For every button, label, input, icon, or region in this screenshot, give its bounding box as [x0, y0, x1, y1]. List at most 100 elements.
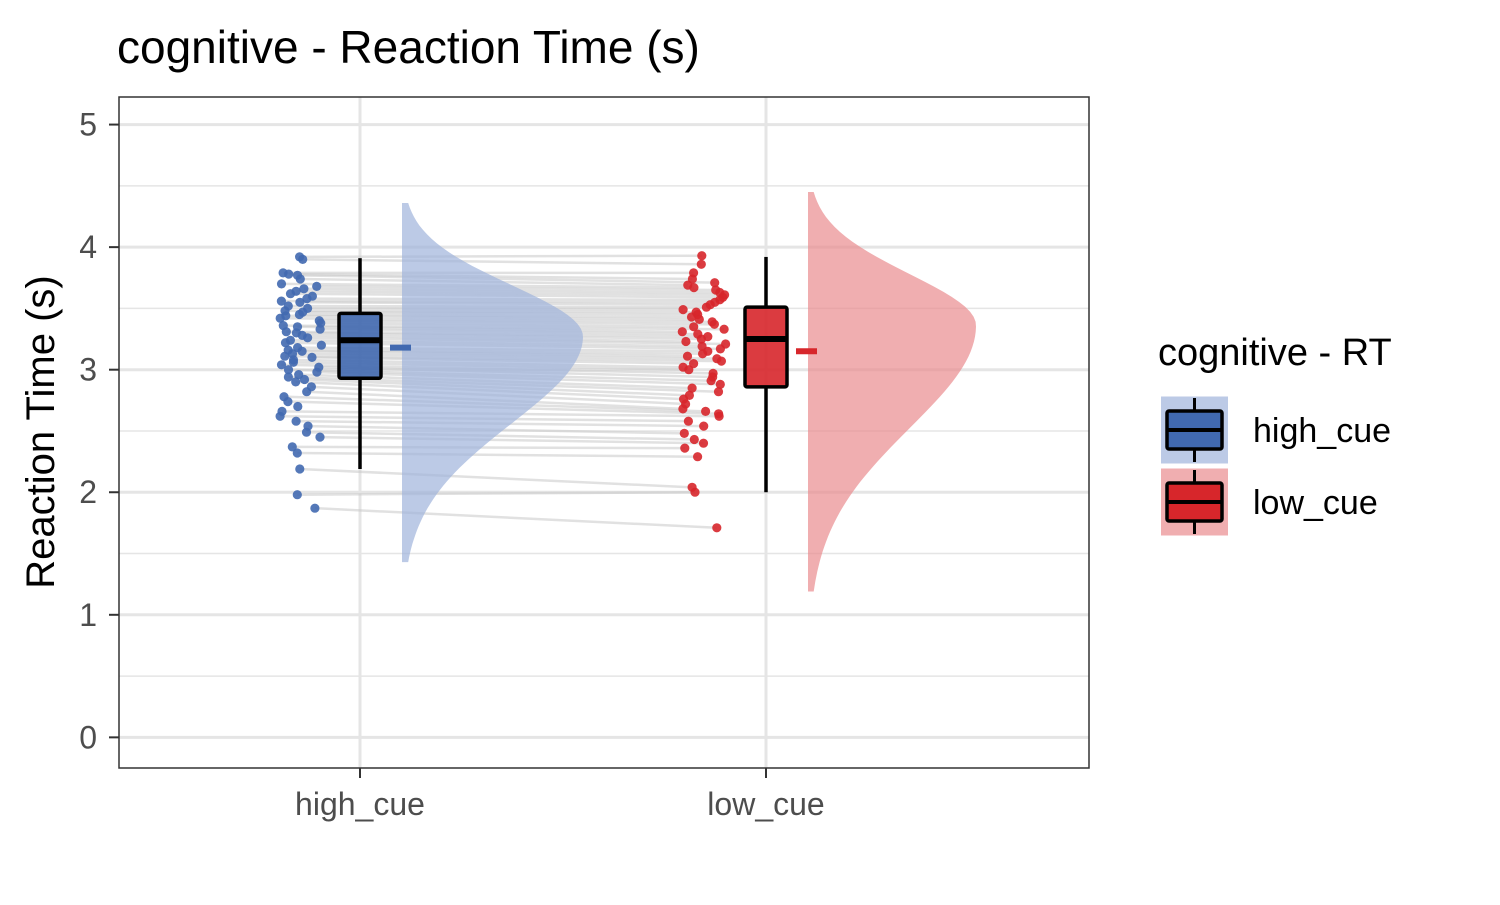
low_cue-point — [677, 327, 687, 337]
low_cue-point — [694, 314, 704, 324]
low_cue-point — [680, 443, 690, 453]
low_cue-point — [701, 302, 712, 312]
high_cue-point — [315, 432, 325, 442]
high_cue-point — [275, 411, 285, 421]
low_cue-point — [698, 349, 708, 359]
box-layer — [337, 256, 817, 493]
x-axis: high_cue low_cue — [295, 768, 825, 822]
low_cue-point — [701, 406, 711, 416]
paired-line — [306, 430, 695, 441]
low_cue-point — [715, 379, 725, 389]
high_cue-point — [298, 254, 308, 264]
high_cue-density — [402, 203, 583, 563]
low_cue-point — [715, 344, 726, 354]
high_cue-point — [299, 284, 309, 294]
high_cue-point — [276, 296, 286, 306]
high_cue-point — [307, 352, 317, 362]
low_cue-point — [696, 334, 707, 344]
high_cue-point — [302, 387, 312, 397]
high_cue-point — [287, 442, 297, 452]
low_cue-point — [689, 283, 699, 293]
high_cue-point — [281, 327, 291, 337]
paired-line — [297, 451, 698, 458]
high_cue-point — [295, 464, 305, 474]
high_cue-point — [285, 289, 296, 299]
low_cue-box — [743, 305, 789, 389]
paired-line — [297, 490, 696, 496]
high_cue-point — [316, 340, 326, 350]
high_cue-point — [299, 374, 310, 385]
x-tick-label: low_cue — [707, 786, 824, 822]
high_cue-point — [283, 397, 293, 407]
high_cue-point — [301, 427, 312, 437]
high_cue-point — [280, 338, 291, 348]
low_cue-point — [678, 305, 688, 315]
high_cue-point — [283, 372, 293, 382]
high_cue-point — [283, 365, 294, 375]
paired-line — [320, 435, 704, 445]
y-axis-label: Reaction Time (s) — [19, 275, 63, 588]
y-tick-label: 0 — [79, 719, 97, 755]
legend-label-low_cue: low_cue — [1253, 484, 1378, 522]
high_cue-point — [284, 269, 294, 279]
low_cue-point — [698, 438, 709, 448]
high_cue-point — [276, 360, 287, 370]
low_cue-point — [709, 319, 720, 329]
y-tick-label: 1 — [79, 597, 97, 633]
high_cue-point — [291, 416, 301, 426]
points-layer — [275, 251, 731, 533]
chart-title: cognitive - Reaction Time (s) — [117, 21, 700, 73]
low_cue-point — [690, 487, 700, 497]
high_cue-point — [276, 279, 287, 289]
high_cue-point — [292, 448, 302, 458]
high_cue-point — [295, 274, 305, 284]
low_cue-point — [716, 356, 727, 366]
panel-border — [118, 96, 1090, 769]
paired-line — [314, 506, 717, 530]
low_cue-point — [699, 421, 709, 431]
low_cue-point — [710, 278, 720, 288]
high_cue-point — [288, 357, 298, 367]
low_cue-point — [681, 336, 691, 347]
paired-line — [299, 254, 702, 259]
low_cue-point — [713, 387, 724, 397]
low_cue-point — [682, 351, 693, 361]
high_cue-point — [315, 324, 325, 334]
low_cue-point — [689, 322, 699, 332]
paired-line — [302, 258, 702, 266]
low_cue-point — [683, 416, 694, 426]
low_cue-point — [689, 434, 699, 445]
low_cue-point — [706, 376, 716, 386]
high_cue-point — [310, 503, 320, 513]
low_cue-point — [714, 411, 724, 421]
paired-line — [292, 445, 685, 450]
low_cue-point — [679, 428, 689, 438]
legend-label-high_cue: high_cue — [1253, 412, 1391, 450]
high_cue-point — [280, 351, 290, 361]
high_cue-point — [293, 401, 303, 412]
low_cue-point — [678, 404, 688, 414]
x-tick-label: high_cue — [295, 786, 425, 822]
y-tick-label: 5 — [79, 107, 97, 143]
y-tick-label: 4 — [79, 229, 97, 265]
low_cue-point — [686, 312, 697, 322]
y-axis: 0 1 2 3 4 5 — [79, 107, 119, 755]
low_cue-point — [687, 383, 697, 393]
high_cue-point — [291, 377, 301, 387]
low_cue-point — [697, 251, 707, 261]
high_cue-point — [312, 367, 322, 377]
high_cue-point — [302, 294, 312, 304]
high_cue-box — [337, 311, 383, 381]
low_cue-point — [712, 523, 722, 533]
high_cue-point — [275, 313, 285, 323]
high_cue-point — [292, 490, 302, 500]
high_cue-point — [303, 333, 313, 343]
low_cue-point — [696, 259, 706, 269]
paired-line — [299, 467, 693, 489]
density-layer — [402, 191, 976, 592]
high_cue-point — [295, 297, 305, 307]
paired-line — [297, 274, 715, 284]
legend-title: cognitive - RT — [1158, 332, 1392, 374]
